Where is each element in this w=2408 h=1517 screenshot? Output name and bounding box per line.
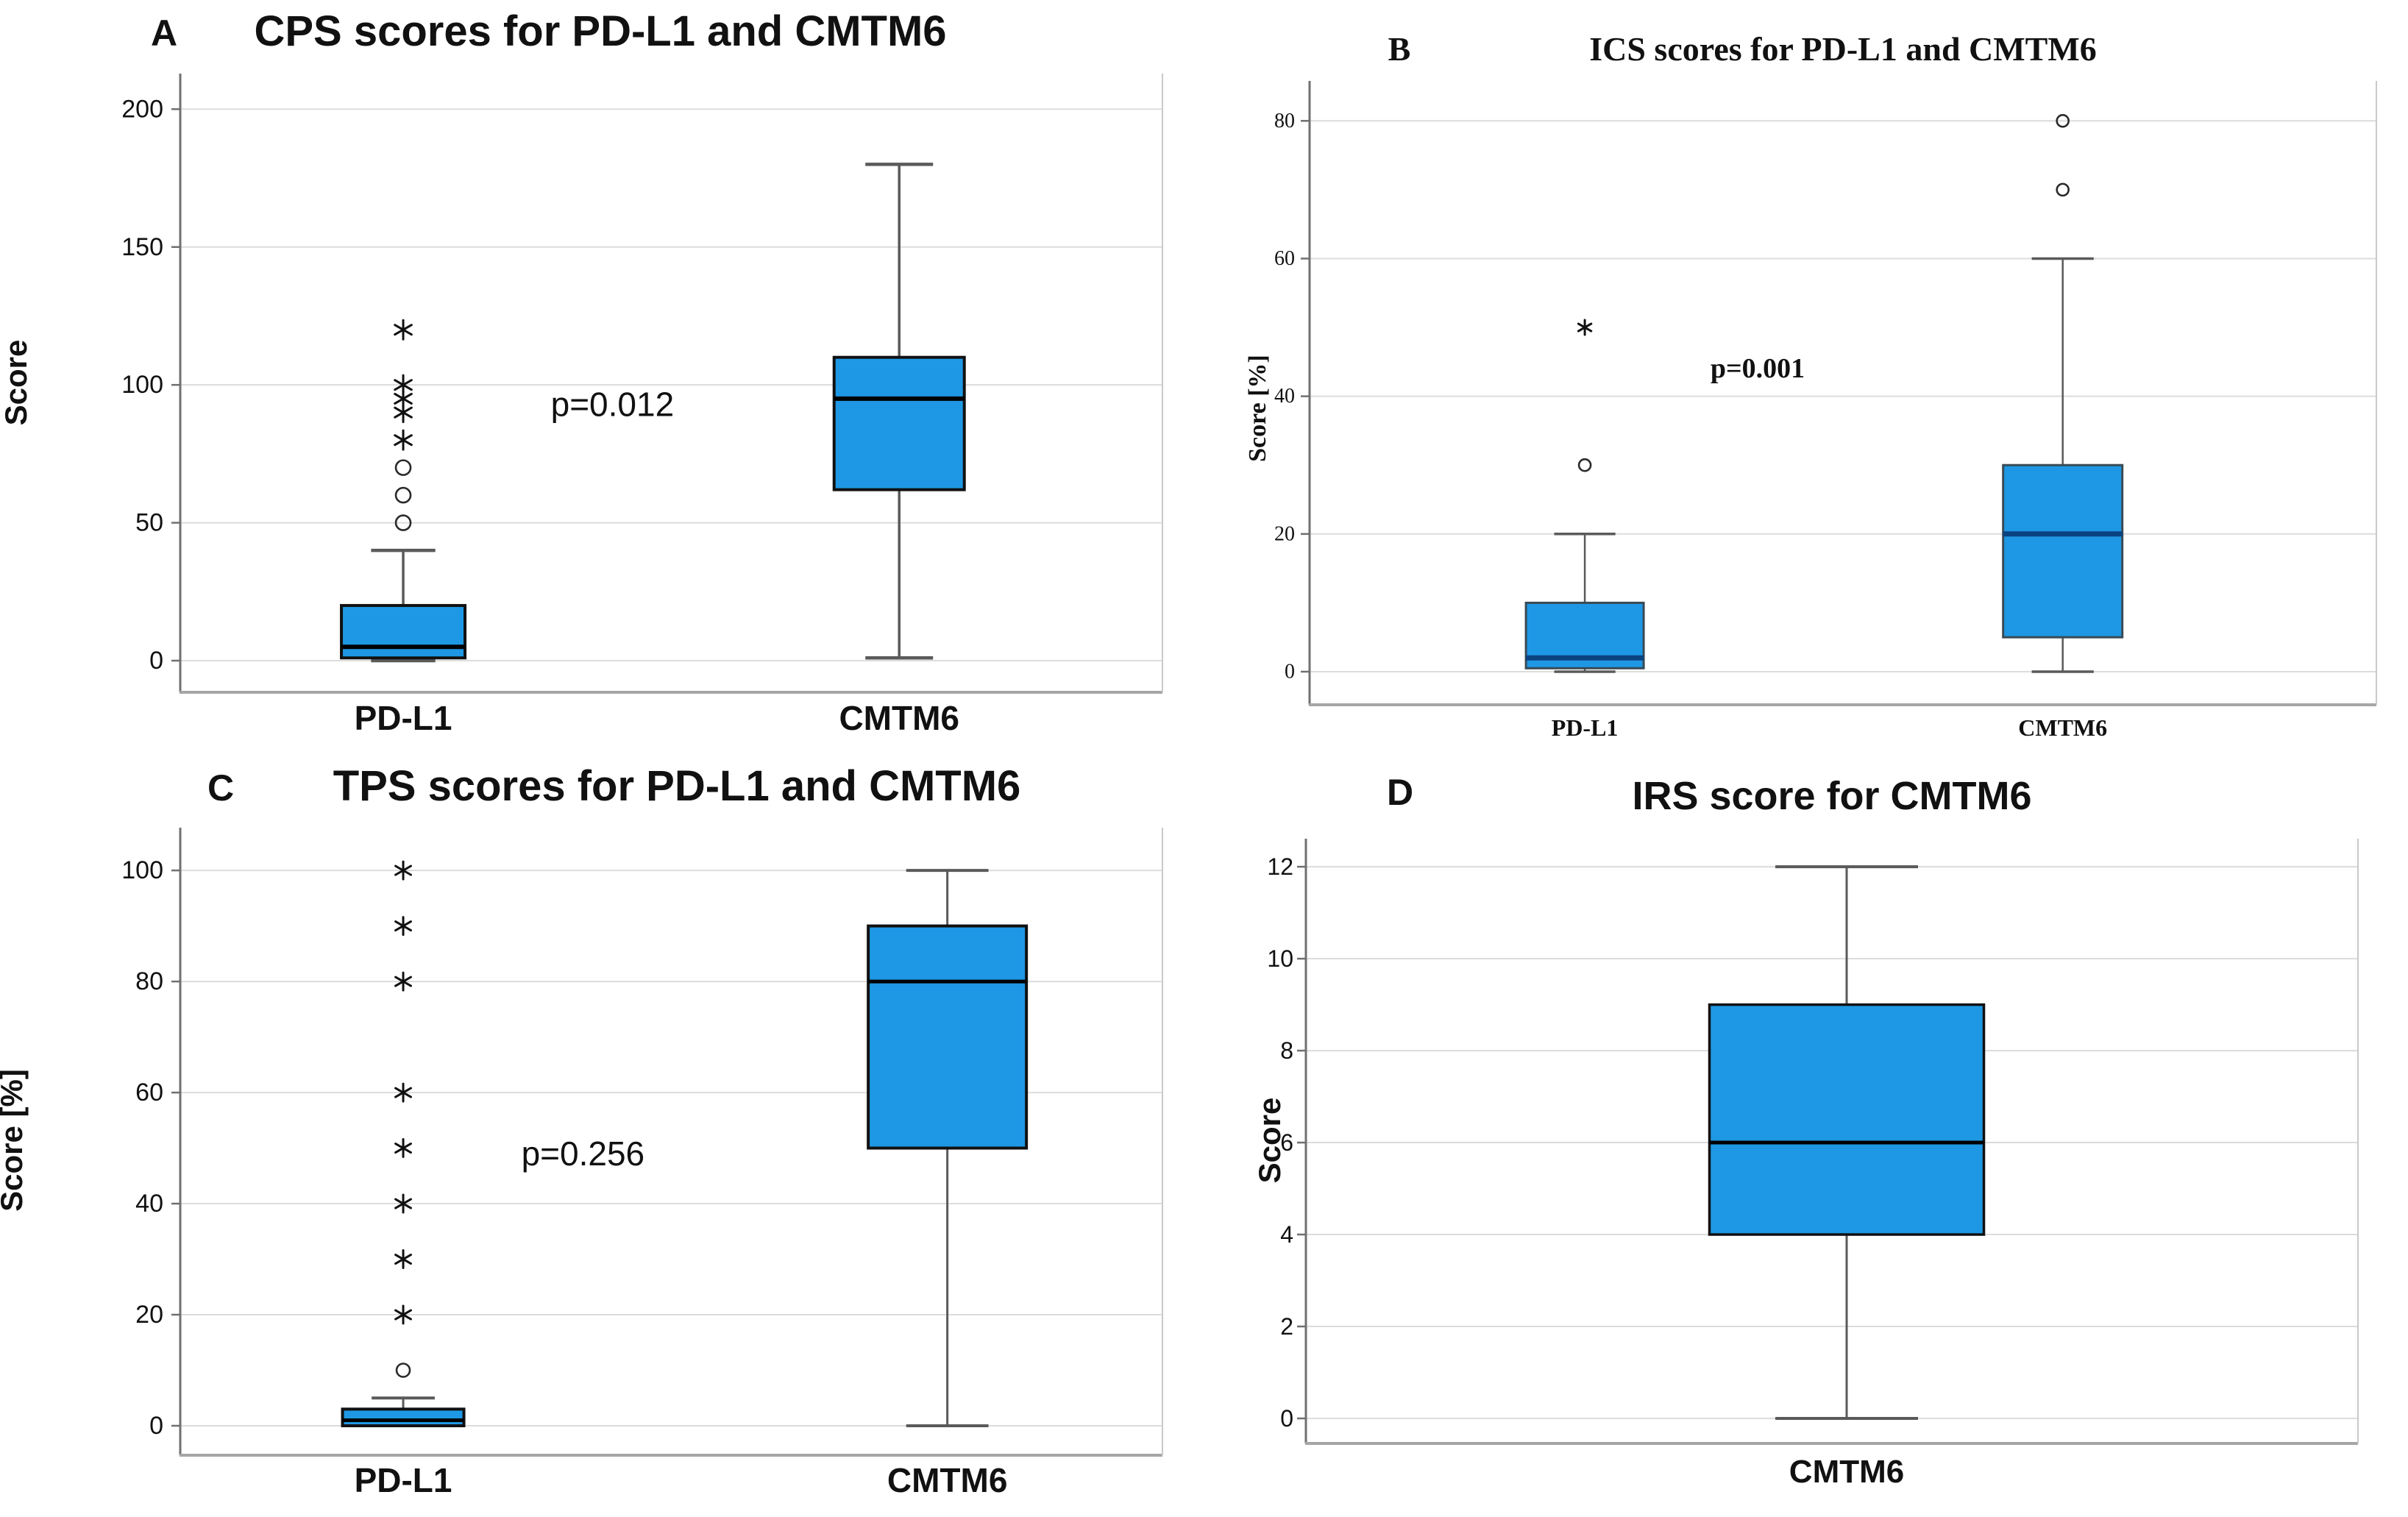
outlier-circle-pd-l1 <box>1577 458 1592 472</box>
panel-tps: 0 20 40 60 80 100 TPS scores for PD-L1 and CMT… <box>0 758 1207 1517</box>
y-tick-label: 20 <box>1274 522 1295 545</box>
outlier-circle-pd-l1 <box>395 1363 411 1378</box>
asterisk-ray <box>394 406 413 419</box>
panel-letter: C <box>207 767 234 809</box>
panel-letter: A <box>151 13 177 54</box>
box-pd-l1 <box>341 1407 466 1427</box>
y-tick-label: 8 <box>1280 1037 1293 1064</box>
panel-letter: D <box>1387 772 1413 813</box>
outlier-asterisk-pd-l1 <box>394 860 412 881</box>
outlier-asterisk-pd-l1 <box>394 1193 412 1214</box>
outlier-circle-cmtm6 <box>2056 182 2070 197</box>
y-tick-label: 0 <box>149 1412 163 1440</box>
x-category-label-pd-l1: PD-L1 <box>355 1461 452 1499</box>
asterisk-ray <box>394 1087 412 1098</box>
panel-cps: 0 50 100 150 200 CPS scores for PD-L1 and CMT… <box>0 0 1207 758</box>
y-tick-label: 4 <box>1280 1221 1293 1248</box>
x-category-label-pd-l1: PD-L1 <box>355 699 452 737</box>
y-tick-label: 0 <box>1280 1405 1293 1432</box>
boxplot-tps: 0 20 40 60 80 100 TPS scores for PD-L1 and CMT… <box>0 762 1163 1499</box>
asterisk-ray <box>394 920 412 932</box>
outlier-circle-pd-l1 <box>394 459 412 476</box>
y-tick-label: 40 <box>1274 385 1295 408</box>
outlier-asterisk-pd-l1 <box>394 1249 412 1270</box>
boxplot-cps: 0 50 100 150 200 CPS scores for PD-L1 and CMT… <box>0 7 1163 737</box>
asterisk-ray <box>394 379 413 391</box>
panel-title: CPS scores for PD-L1 and CMTM6 <box>254 7 946 55</box>
y-tick-label: 50 <box>135 509 163 537</box>
panel-letter: B <box>1388 30 1411 68</box>
box-cmtm6 <box>1708 1003 1986 1236</box>
y-tick-label: 60 <box>135 1079 163 1106</box>
outlier-asterisk-pd-l1 <box>394 429 413 451</box>
outlier-asterisk-pd-l1 <box>394 916 412 937</box>
outlier-asterisk-pd-l1 <box>394 971 412 992</box>
y-tick-label: 60 <box>1274 247 1295 270</box>
asterisk-ray <box>1577 322 1593 333</box>
y-tick-label: 2 <box>1280 1313 1293 1340</box>
panel-irs: 0 2 4 6 8 10 12 IRS score for CMTM6 D Score CMTM6 <box>1207 758 2408 1517</box>
box-cmtm6 <box>2002 463 2124 639</box>
box-cmtm6 <box>832 355 966 491</box>
outlier-circle-pd-l1 <box>394 514 412 531</box>
asterisk-ray <box>394 976 412 987</box>
outlier-asterisk-pd-l1 <box>394 1082 412 1103</box>
asterisk-ray <box>394 324 413 336</box>
y-axis-label: Score <box>1252 1098 1287 1184</box>
panel-title: TPS scores for PD-L1 and CMTM6 <box>333 762 1021 810</box>
y-axis-label: Score [%] <box>0 1069 29 1212</box>
outlier-asterisk-pd-l1 <box>394 1138 412 1159</box>
asterisk-ray <box>394 434 413 447</box>
panel-title: ICS scores for PD-L1 and CMTM6 <box>1589 30 2097 68</box>
panel-ics: 0 20 40 60 80 ICS scores for PD-L1 and CMTM6 B… <box>1207 0 2408 758</box>
p-value-label: p=0.001 <box>1711 353 1805 384</box>
y-tick-label: 100 <box>121 371 163 399</box>
x-category-label-cmtm6: CMTM6 <box>839 699 959 737</box>
y-tick-label: 40 <box>135 1190 163 1218</box>
x-category-label-pd-l1: PD-L1 <box>1552 714 1619 741</box>
y-tick-label: 10 <box>1267 945 1293 972</box>
y-axis-label: Score [%] <box>1244 355 1271 462</box>
panel-title: IRS score for CMTM6 <box>1632 774 2031 818</box>
box-cmtm6 <box>867 924 1029 1150</box>
outlier-asterisk-pd-l1 <box>1577 319 1593 336</box>
box-pd-l1 <box>340 604 467 660</box>
y-tick-label: 6 <box>1280 1129 1293 1156</box>
outlier-asterisk-pd-l1 <box>394 319 413 341</box>
y-tick-label: 200 <box>121 95 163 123</box>
y-axis-label: Score <box>0 340 33 426</box>
y-tick-label: 100 <box>121 856 163 884</box>
y-tick-label: 80 <box>1274 110 1295 132</box>
y-tick-label: 0 <box>149 647 163 675</box>
outlier-circle-cmtm6 <box>2056 113 2070 128</box>
y-tick-label: 12 <box>1267 853 1293 880</box>
p-value-label: p=0.012 <box>551 385 675 423</box>
y-tick-label: 0 <box>1285 660 1295 683</box>
asterisk-ray <box>394 864 412 876</box>
boxplot-irs: 0 2 4 6 8 10 12 IRS score for CMTM6 D Score CMTM6 <box>1252 772 2359 1490</box>
p-value-label: p=0.256 <box>522 1134 645 1173</box>
outlier-circle-pd-l1 <box>394 486 412 504</box>
x-category-label-cmtm6: CMTM6 <box>887 1461 1008 1499</box>
asterisk-ray <box>394 1143 412 1154</box>
asterisk-ray <box>394 392 413 405</box>
asterisk-ray <box>394 1309 412 1321</box>
boxplot-ics: 0 20 40 60 80 ICS scores for PD-L1 and CMTM6 B… <box>1244 30 2377 741</box>
outlier-asterisk-pd-l1 <box>394 1304 412 1325</box>
asterisk-ray <box>394 1254 412 1265</box>
y-tick-label: 80 <box>135 967 163 995</box>
asterisk-ray <box>394 1198 412 1209</box>
x-category-label-cmtm6: CMTM6 <box>2018 714 2107 741</box>
outlier-asterisk-pd-l1 <box>394 374 413 396</box>
y-tick-label: 150 <box>121 233 163 261</box>
x-category-label-cmtm6: CMTM6 <box>1789 1454 1904 1490</box>
y-tick-label: 20 <box>135 1301 163 1329</box>
